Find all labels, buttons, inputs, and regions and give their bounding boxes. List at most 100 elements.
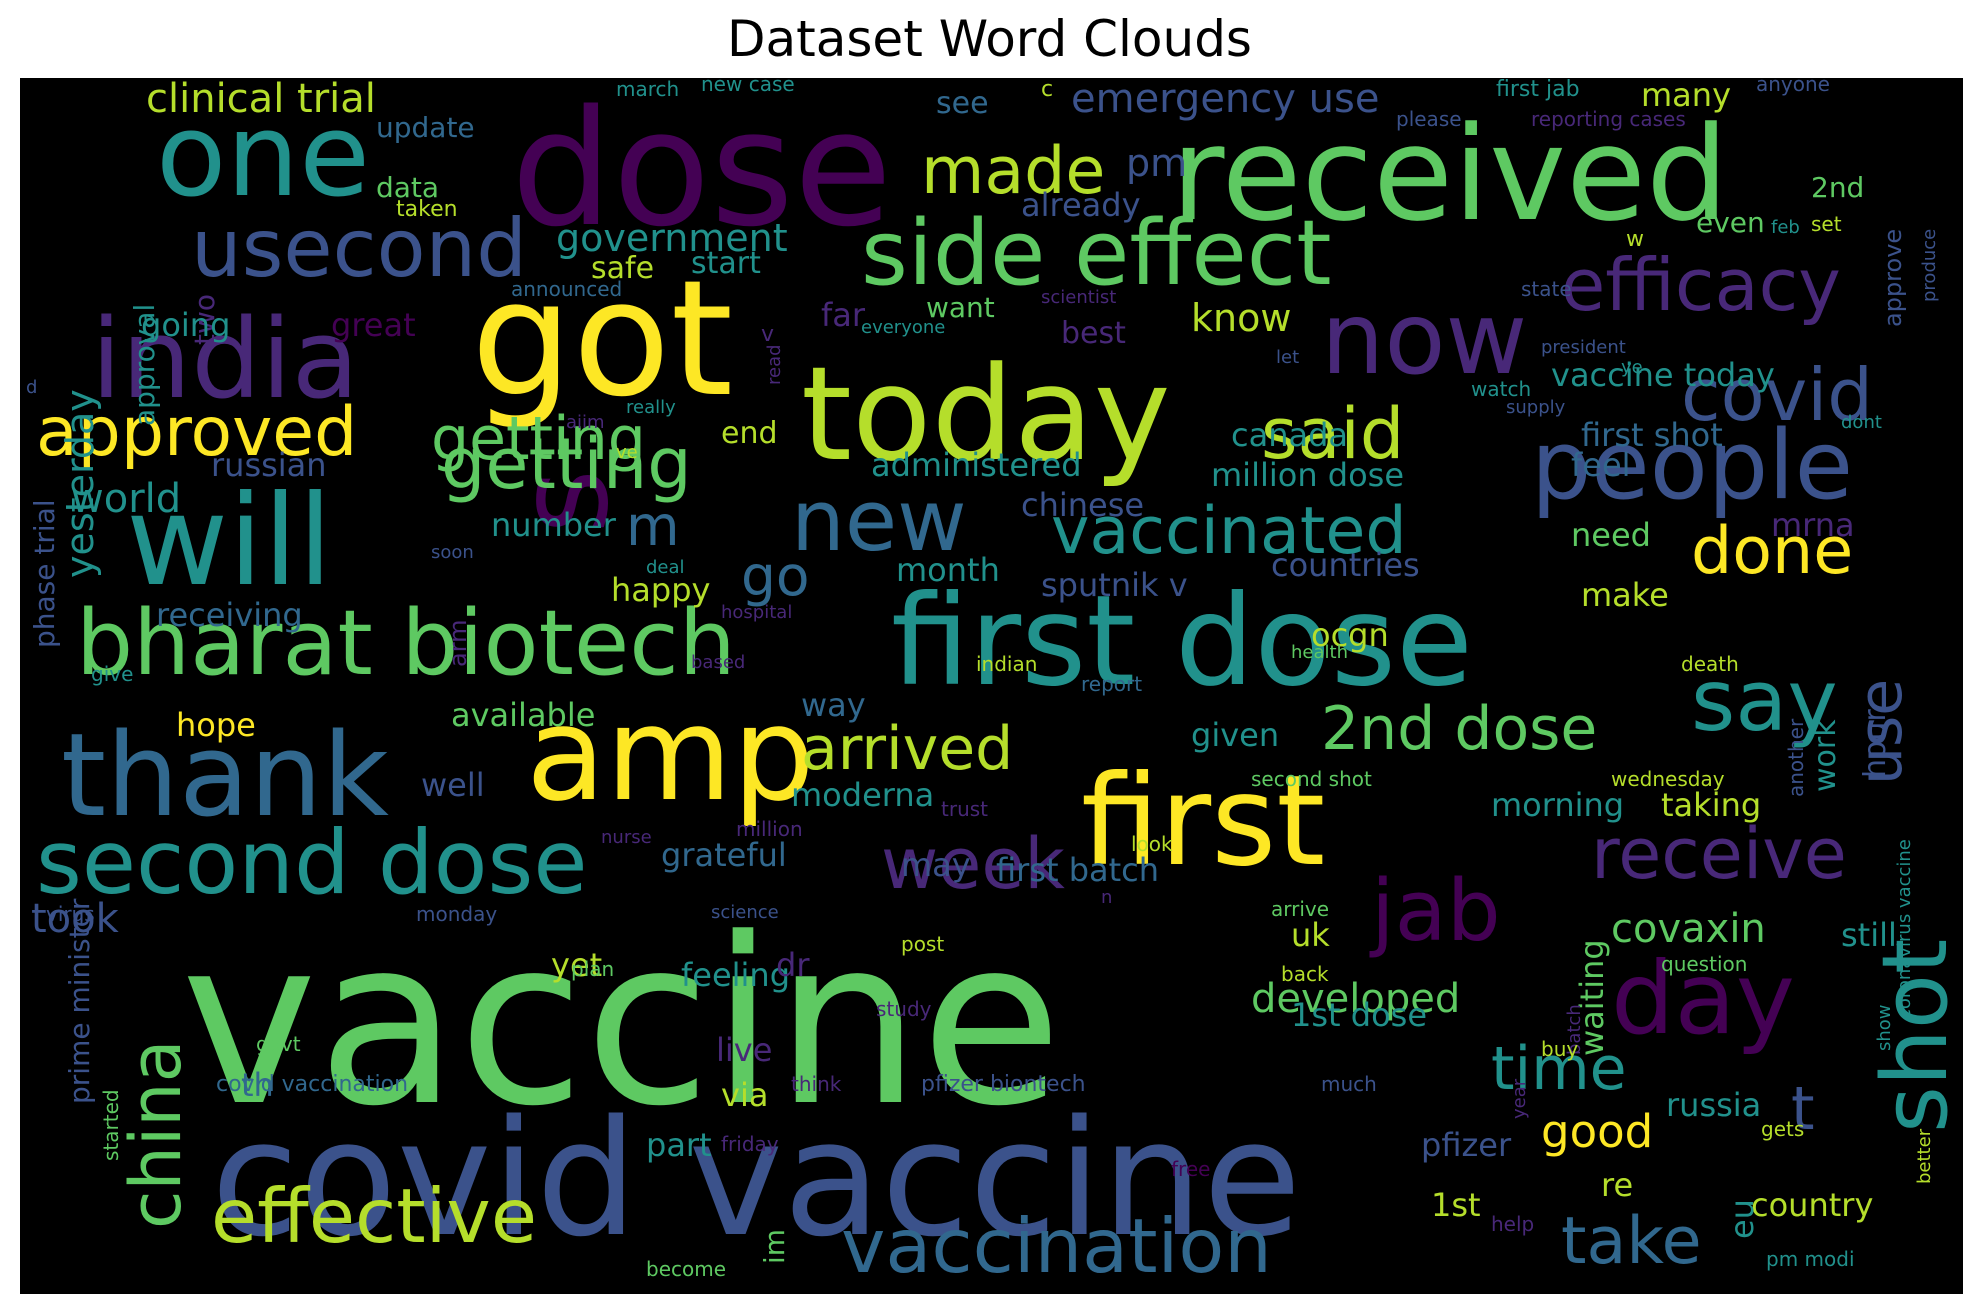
word-now: now (1321, 280, 1528, 397)
word-question: question (1661, 952, 1748, 976)
word-see: see (936, 86, 989, 121)
word-given: given (1191, 716, 1280, 754)
word-ye: ye (1621, 357, 1643, 378)
word-said: said (1261, 393, 1405, 475)
word-much: much (1321, 1072, 1377, 1096)
word-watch: watch (1471, 377, 1532, 401)
word-feb: feb (1771, 217, 1800, 238)
word-number: number (491, 506, 616, 544)
word-im: im (758, 1228, 791, 1264)
word-may: may (901, 846, 971, 884)
word-cloud: vaccine covid vaccine dose got today received… (20, 78, 1963, 1294)
word-second-dose: second dose (36, 811, 588, 914)
word-anyone: anyone (1756, 78, 1830, 96)
word-dr: dr (776, 946, 810, 984)
word-covid-vaccine: covid vaccine (211, 1085, 1302, 1272)
word-think: think (791, 1072, 842, 1096)
word-dont: dont (1841, 412, 1882, 433)
chart-title: Dataset Word Clouds (727, 10, 1252, 68)
word-emergency-use: emergency use (1071, 78, 1380, 122)
word-month: month (896, 551, 1000, 589)
word-people: people (1531, 411, 1854, 521)
word-efficacy: efficacy (1561, 243, 1841, 327)
word-arrived: arrived (801, 714, 1014, 784)
word-say: say (1691, 652, 1838, 751)
word-wednesday: wednesday (1611, 767, 1725, 791)
word-govt: govt (256, 1032, 301, 1056)
word-start: start (691, 246, 761, 281)
word-administered: administered (871, 446, 1082, 484)
word-death: death (1681, 652, 1739, 676)
word-week: week (881, 823, 1065, 905)
word-d: d (26, 377, 38, 398)
word-phase-trial: phase trial (28, 499, 61, 648)
word-go: go (741, 544, 810, 608)
word-happy: happy (611, 571, 711, 609)
word-eu: eu (1723, 1199, 1761, 1239)
word-great: great (331, 306, 416, 344)
word-effective: effective (211, 1172, 537, 1260)
word-started: started (99, 1089, 123, 1161)
word-really: really (626, 397, 676, 418)
word-aiim: aiim (566, 412, 605, 433)
word-second-shot: second shot (1251, 767, 1372, 791)
word-reporting-cases: reporting cases (1531, 107, 1686, 131)
word-india: india (91, 295, 360, 423)
word-thank: thank (61, 709, 389, 843)
word-first-shot: first shot (1581, 416, 1723, 454)
word-read: read (764, 344, 785, 385)
word-russia: russia (1666, 1086, 1762, 1124)
word-ocgn: ocgn (1311, 616, 1389, 654)
word-yet: yet (551, 946, 603, 984)
word-new: new (791, 472, 967, 571)
word-supply: supply (1506, 397, 1566, 418)
word-made: made (921, 134, 1106, 209)
word-taking: taking (1661, 786, 1762, 824)
word-n: n (1101, 887, 1113, 908)
word-let: let (1276, 347, 1300, 368)
word-moderna: moderna (791, 776, 935, 814)
word-morning: morning (1491, 786, 1625, 824)
word-monday: monday (416, 902, 498, 926)
word-update: update (376, 111, 475, 144)
word-please: please (1396, 107, 1462, 131)
word-state: state (1521, 277, 1572, 301)
word-w: w (1626, 227, 1644, 252)
word-live: live (716, 1031, 773, 1069)
word-take: take (1561, 1204, 1702, 1279)
word-received: received (1171, 98, 1729, 250)
word-many: many (1641, 78, 1731, 114)
word-scientist: scientist (1041, 287, 1117, 308)
word-report: report (1081, 672, 1143, 696)
word-new-case: new case (701, 78, 795, 96)
word-vaccine-today: vaccine today (1551, 356, 1775, 394)
word-study: study (876, 997, 932, 1021)
word-end: end (721, 416, 778, 451)
word-th: th (241, 1066, 274, 1104)
word-arrive: arrive (1271, 897, 1330, 921)
word-soon: soon (431, 542, 474, 563)
word-vaccinated: vaccinated (1051, 494, 1407, 569)
word-vaccination: vaccination (841, 1202, 1272, 1290)
word-receive: receive (1591, 813, 1847, 895)
word-produce: produce (1919, 228, 1940, 302)
word-approved: approved (36, 393, 358, 472)
word-first: first (1081, 749, 1326, 894)
word-first-jab: first jab (1496, 78, 1580, 102)
word-russian: russian (211, 446, 327, 484)
word-vaccine: vaccine (181, 890, 1063, 1157)
word-pfizer-biontech: pfizer biontech (921, 1072, 1086, 1097)
word-better: better (1914, 1128, 1935, 1184)
word-arm: arm (444, 619, 472, 667)
word-safe: safe (591, 251, 655, 286)
word-want: want (926, 291, 995, 324)
word-bharat-biotech: bharat biotech (76, 591, 736, 696)
word-president: president (1541, 337, 1626, 358)
word-approve: approve (1879, 228, 1907, 327)
word-hour: hour (1858, 709, 1893, 778)
word-look: look (1131, 832, 1173, 856)
word-even: even (1696, 206, 1765, 239)
word-announced: announced (511, 277, 623, 301)
word-nurse: nurse (601, 827, 652, 848)
word-million-dose: million dose (1211, 456, 1405, 494)
